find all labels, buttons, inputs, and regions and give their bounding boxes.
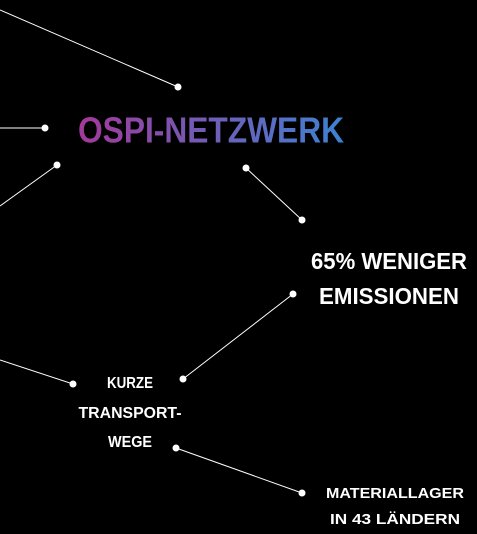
dot bbox=[242, 164, 250, 172]
node-text: KURZE bbox=[107, 375, 153, 392]
node-2: MATERIALLAGER IN 43 LÄNDERN bbox=[326, 485, 464, 528]
dot bbox=[41, 124, 49, 132]
node-text: MATERIALLAGER bbox=[326, 485, 464, 502]
connector bbox=[175, 447, 303, 494]
dot bbox=[289, 290, 297, 298]
dot bbox=[53, 161, 61, 169]
dot bbox=[298, 216, 306, 224]
node-0: 65% WENIGER EMISSIONEN bbox=[311, 248, 467, 309]
connector bbox=[0, 9, 179, 88]
connector bbox=[182, 293, 294, 380]
node-text: 65% WENIGER bbox=[311, 248, 467, 274]
dot bbox=[298, 489, 306, 497]
node-text: TRANSPORT- bbox=[79, 405, 182, 422]
dot bbox=[172, 444, 180, 452]
node-text: EMISSIONEN bbox=[319, 283, 459, 309]
connectors bbox=[0, 9, 306, 497]
title: OSPI-NETZWERK bbox=[78, 110, 344, 151]
dot bbox=[179, 375, 187, 383]
connector bbox=[0, 164, 58, 207]
connector bbox=[0, 359, 74, 385]
connector bbox=[245, 167, 303, 221]
node-text: WEGE bbox=[108, 434, 152, 451]
dot bbox=[174, 83, 182, 91]
node-1: KURZE TRANSPORT- WEGE bbox=[79, 375, 182, 451]
node-text: IN 43 LÄNDERN bbox=[330, 511, 460, 528]
dot bbox=[69, 380, 77, 388]
